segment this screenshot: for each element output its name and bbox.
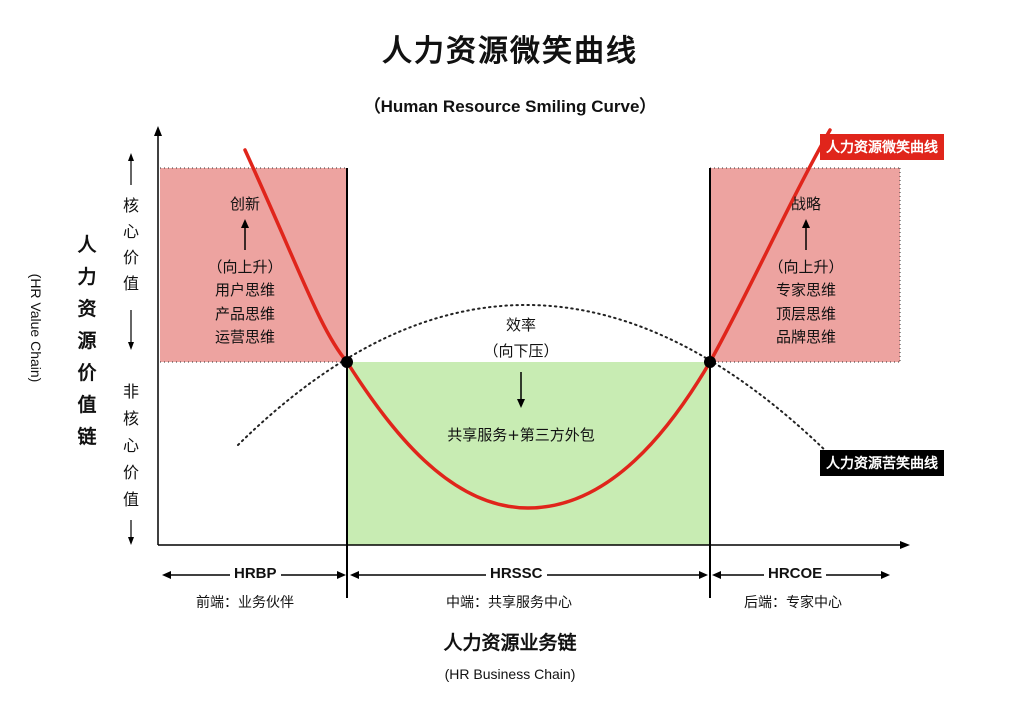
core-char: 核 bbox=[122, 196, 139, 215]
middle-top-label: 效率 bbox=[505, 316, 536, 334]
noncore-char: 非 bbox=[122, 382, 139, 401]
core-char: 值 bbox=[122, 274, 139, 293]
hrbp-arrow-left bbox=[162, 571, 171, 579]
left-intersection-dot bbox=[341, 356, 353, 368]
hrcoe-arrow-left bbox=[712, 571, 721, 579]
left-box-top-label: 创新 bbox=[229, 195, 260, 213]
x-axis-title-en: (HR Business Chain) bbox=[444, 666, 576, 682]
core-down-head bbox=[128, 342, 134, 350]
segment-desc-hrbp: 前端：业务伙伴 bbox=[196, 595, 294, 611]
middle-noncore-region bbox=[347, 362, 710, 545]
frown-curve-legend: 人力资源苦笑曲线 bbox=[820, 450, 944, 476]
right-box-line: 品牌思维 bbox=[775, 327, 836, 346]
middle-main-label: 共享服务+第三方外包 bbox=[447, 426, 595, 444]
right-box-top-label: 战略 bbox=[790, 195, 821, 213]
noncore-char: 核 bbox=[122, 409, 139, 428]
left-box-line: 用户思维 bbox=[214, 281, 275, 300]
core-char: 价 bbox=[122, 248, 139, 267]
segment-code-hrbp: HRBP bbox=[230, 565, 281, 582]
y-title-char: 力 bbox=[77, 266, 97, 288]
noncore-char: 心 bbox=[122, 436, 139, 455]
hrssc-arrow-right bbox=[699, 571, 708, 579]
left-up-arrow-head bbox=[241, 219, 249, 228]
right-core-region bbox=[710, 168, 900, 362]
left-box-lines: （向上升） 用户思维 产品思维 运营思维 bbox=[185, 256, 305, 349]
y-title-char: 人 bbox=[77, 234, 97, 256]
left-box-line: 产品思维 bbox=[214, 304, 275, 323]
segment-code-hrcoe: HRCOE bbox=[764, 565, 827, 582]
y-title-char: 源 bbox=[77, 330, 97, 352]
left-box-line: 运营思维 bbox=[214, 327, 275, 346]
page-subtitle: （Human Resource Smiling Curve） bbox=[363, 97, 657, 116]
x-axis-arrow bbox=[900, 541, 910, 549]
segment-code-hrssc: HRSSC bbox=[486, 565, 547, 582]
y-axis-title-en: (HR Value Chain) bbox=[28, 273, 44, 383]
hrcoe-arrow-right bbox=[881, 571, 890, 579]
right-box-lines: （向上升） 专家思维 顶层思维 品牌思维 bbox=[746, 256, 866, 349]
left-core-region bbox=[160, 168, 347, 362]
middle-sub-label: （向下压） bbox=[483, 342, 559, 360]
segment-desc-hrssc: 中端：共享服务中心 bbox=[446, 595, 572, 611]
y-title-char: 链 bbox=[77, 426, 97, 448]
core-char: 心 bbox=[122, 222, 139, 241]
left-box-line: （向上升） bbox=[207, 258, 283, 276]
smile-curve-legend: 人力资源微笑曲线 bbox=[820, 134, 944, 160]
hrbp-arrow-right bbox=[337, 571, 346, 579]
noncore-char: 价 bbox=[122, 463, 139, 482]
middle-down-arrow-head bbox=[517, 399, 525, 408]
hrssc-arrow-left bbox=[350, 571, 359, 579]
right-box-line: （向上升） bbox=[768, 258, 844, 276]
smile-curve bbox=[243, 128, 832, 510]
right-intersection-dot bbox=[704, 356, 716, 368]
page-title: 人力资源微笑曲线 bbox=[382, 34, 638, 69]
y-title-char: 资 bbox=[77, 298, 97, 320]
segment-desc-hrcoe: 后端：专家中心 bbox=[744, 595, 842, 611]
noncore-down-head bbox=[128, 537, 134, 545]
y-axis-arrow bbox=[154, 126, 162, 136]
x-axis-title: 人力资源业务链 bbox=[443, 632, 577, 654]
y-title-char: 价 bbox=[77, 362, 97, 384]
y-title-char: 值 bbox=[77, 394, 97, 416]
noncore-char: 值 bbox=[122, 490, 139, 509]
core-up-head bbox=[128, 153, 134, 161]
right-up-arrow-head bbox=[802, 219, 810, 228]
right-box-line: 顶层思维 bbox=[775, 304, 836, 323]
right-box-line: 专家思维 bbox=[775, 281, 836, 300]
